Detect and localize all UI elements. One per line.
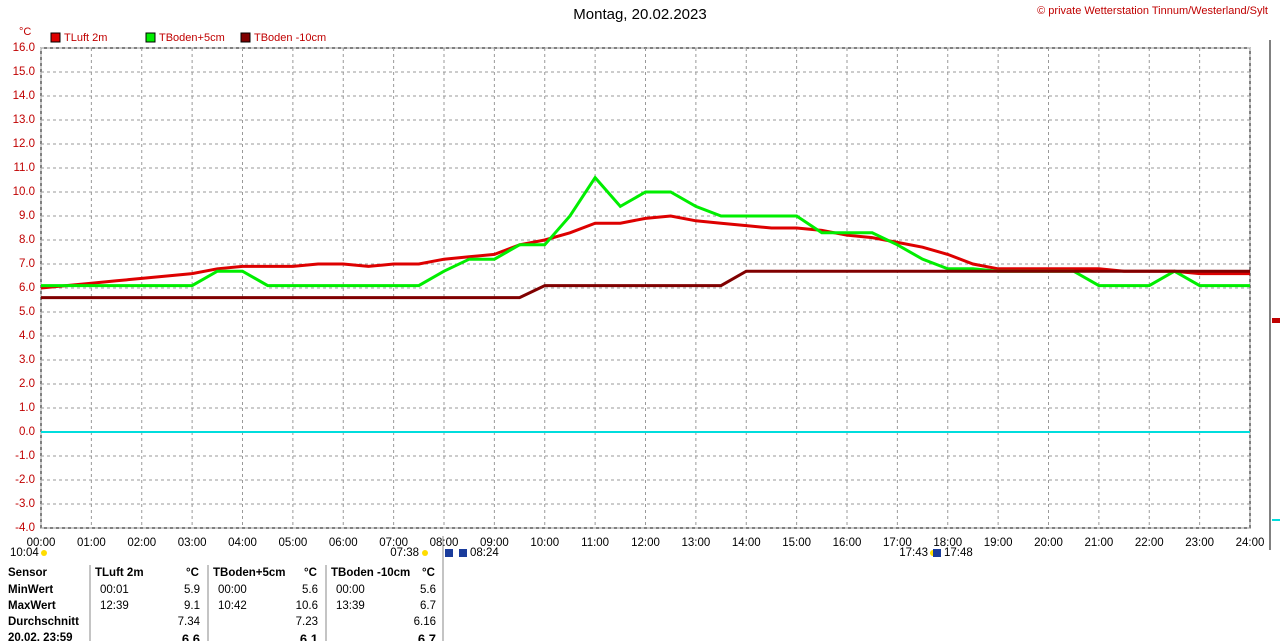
sun-time: 10:04 [10, 547, 39, 559]
x-tick-label: 13:00 [681, 537, 710, 549]
y-tick-label: 16.0 [13, 42, 35, 54]
x-tick-label: 00:00 [27, 537, 56, 549]
x-tick-label: 15:00 [782, 537, 811, 549]
table-header: TBoden -10cm [331, 567, 410, 579]
cell-value: 5.6 [302, 584, 318, 596]
sun-icon [41, 550, 47, 556]
y-tick-label: 5.0 [19, 306, 35, 318]
x-tick-label: 23:00 [1185, 537, 1214, 549]
legend-swatch [50, 32, 61, 43]
cell-value: 9.1 [184, 600, 200, 612]
sun-icon [445, 549, 453, 557]
cell-value: 7.23 [296, 616, 318, 628]
x-tick-label: 10:00 [530, 537, 559, 549]
x-tick-label: 21:00 [1084, 537, 1113, 549]
credit: © private Wetterstation Tinnum/Westerlan… [1037, 5, 1268, 17]
y-unit: °C [19, 26, 31, 38]
cell-time: 12:39 [100, 600, 129, 612]
sun-time: 17:43 [899, 547, 928, 559]
chart-title: Montag, 20.02.2023 [573, 6, 706, 23]
sun-icon [933, 549, 941, 557]
cell-value: 6.1 [300, 631, 318, 641]
y-tick-label: 1.0 [19, 402, 35, 414]
cell-time: 13:39 [336, 600, 365, 612]
y-tick-label: 0.0 [19, 426, 35, 438]
y-tick-label: 3.0 [19, 354, 35, 366]
cell-value: 7.34 [178, 616, 201, 628]
x-tick-label: 06:00 [329, 537, 358, 549]
sun-icon [459, 549, 467, 557]
x-tick-label: 11:00 [581, 537, 609, 549]
x-tick-label: 02:00 [127, 537, 156, 549]
x-tick-label: 12:00 [631, 537, 660, 549]
x-tick-label: 05:00 [278, 537, 307, 549]
x-tick-label: 19:00 [984, 537, 1013, 549]
table-header: °C [422, 567, 435, 579]
x-tick-label: 24:00 [1236, 537, 1265, 549]
row-label: Durchschnitt [8, 616, 79, 628]
series-line [41, 269, 1250, 300]
series-line [40, 214, 1250, 290]
x-tick-label: 22:00 [1135, 537, 1164, 549]
y-tick-label: 12.0 [13, 138, 35, 150]
sun-time: 17:48 [944, 547, 973, 559]
x-tick-label: 18:00 [933, 537, 962, 549]
y-tick-label: 9.0 [19, 210, 35, 222]
y-tick-label: 7.0 [19, 258, 35, 270]
x-tick-label: 07:00 [379, 537, 408, 549]
row-label: 20.02. 23:59 [8, 632, 73, 641]
cell-time: 00:00 [336, 584, 365, 596]
sun-icon [422, 550, 428, 556]
y-tick-label: 6.0 [19, 282, 35, 294]
x-tick-label: 16:00 [833, 537, 862, 549]
cell-value: 6.7 [420, 600, 436, 612]
y-tick-label: -2.0 [15, 474, 35, 486]
cell-value: 10.6 [296, 600, 318, 612]
x-tick-label: 17:00 [883, 537, 912, 549]
table-header: TLuft 2m [95, 567, 144, 579]
y-tick-label: -4.0 [15, 522, 35, 534]
legend-swatch [145, 32, 156, 43]
row-label: MaxWert [8, 600, 56, 612]
legend-swatch [240, 32, 251, 43]
cell-value: 6.7 [418, 631, 436, 641]
cell-value: 6.16 [414, 616, 436, 628]
legend-label: TBoden+5cm [159, 32, 225, 44]
table-header: °C [186, 567, 199, 579]
y-tick-label: 8.0 [19, 234, 35, 246]
y-tick-label: 14.0 [13, 90, 35, 102]
sun-time: 08:24 [470, 547, 499, 559]
table-header: °C [304, 567, 317, 579]
x-tick-label: 20:00 [1034, 537, 1063, 549]
y-tick-label: -3.0 [15, 498, 35, 510]
legend-label: TLuft 2m [64, 32, 107, 44]
cell-value: 5.9 [184, 584, 200, 596]
y-tick-label: 2.0 [19, 378, 35, 390]
y-tick-label: 4.0 [19, 330, 35, 342]
cell-value: 6.6 [182, 631, 200, 641]
y-tick-label: 15.0 [13, 66, 35, 78]
legend-label: TBoden -10cm [254, 32, 326, 44]
table-header: TBoden+5cm [213, 567, 286, 579]
cell-time: 10:42 [218, 600, 247, 612]
y-tick-label: 13.0 [13, 114, 35, 126]
x-tick-label: 01:00 [77, 537, 106, 549]
cell-time: 00:01 [100, 584, 129, 596]
cell-value: 5.6 [420, 584, 436, 596]
side-marker [1272, 318, 1280, 323]
x-tick-label: 03:00 [178, 537, 207, 549]
sun-time: 07:38 [390, 547, 419, 559]
cell-time: 00:00 [218, 584, 247, 596]
y-tick-label: -1.0 [15, 450, 35, 462]
x-tick-label: 09:00 [480, 537, 509, 549]
y-tick-label: 11.0 [13, 162, 35, 174]
table-header: Sensor [8, 567, 48, 579]
x-tick-label: 08:00 [430, 537, 459, 549]
y-tick-label: 10.0 [13, 186, 35, 198]
x-tick-label: 04:00 [228, 537, 257, 549]
row-label: MinWert [8, 584, 53, 596]
x-tick-label: 14:00 [732, 537, 761, 549]
